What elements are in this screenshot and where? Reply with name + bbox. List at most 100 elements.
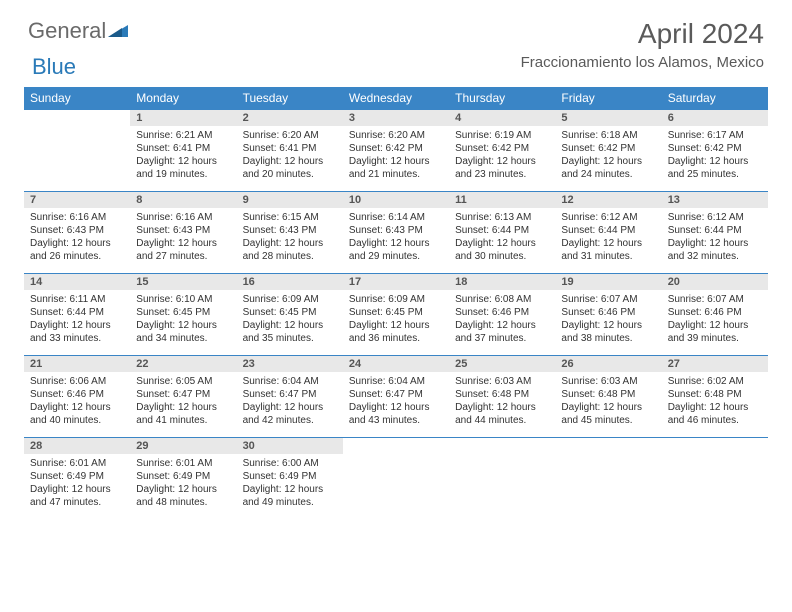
sunrise-text: Sunrise: 6:04 AM bbox=[349, 376, 425, 387]
calendar-cell: 20Sunrise: 6:07 AMSunset: 6:46 PMDayligh… bbox=[662, 273, 768, 355]
sunset-text: Sunset: 6:47 PM bbox=[349, 389, 423, 400]
daylight-text: Daylight: 12 hours and 34 minutes. bbox=[136, 320, 217, 344]
sunset-text: Sunset: 6:46 PM bbox=[455, 307, 529, 318]
day-body: Sunrise: 6:06 AMSunset: 6:46 PMDaylight:… bbox=[24, 372, 130, 431]
day-number: 30 bbox=[237, 437, 343, 454]
daylight-text: Daylight: 12 hours and 47 minutes. bbox=[30, 484, 111, 508]
day-number: 11 bbox=[449, 191, 555, 208]
day-body: Sunrise: 6:04 AMSunset: 6:47 PMDaylight:… bbox=[237, 372, 343, 431]
sunset-text: Sunset: 6:49 PM bbox=[243, 471, 317, 482]
day-body: Sunrise: 6:05 AMSunset: 6:47 PMDaylight:… bbox=[130, 372, 236, 431]
sunrise-text: Sunrise: 6:19 AM bbox=[455, 130, 531, 141]
calendar-cell: 17Sunrise: 6:09 AMSunset: 6:45 PMDayligh… bbox=[343, 273, 449, 355]
sunrise-text: Sunrise: 6:09 AM bbox=[243, 294, 319, 305]
calendar-cell: 18Sunrise: 6:08 AMSunset: 6:46 PMDayligh… bbox=[449, 273, 555, 355]
calendar-cell: 2Sunrise: 6:20 AMSunset: 6:41 PMDaylight… bbox=[237, 109, 343, 191]
weekday-header-row: Sunday Monday Tuesday Wednesday Thursday… bbox=[24, 87, 768, 109]
sunset-text: Sunset: 6:41 PM bbox=[136, 143, 210, 154]
day-number: 12 bbox=[555, 191, 661, 208]
daylight-text: Daylight: 12 hours and 42 minutes. bbox=[243, 402, 324, 426]
sunset-text: Sunset: 6:46 PM bbox=[30, 389, 104, 400]
sunrise-text: Sunrise: 6:21 AM bbox=[136, 130, 212, 141]
day-body: Sunrise: 6:16 AMSunset: 6:43 PMDaylight:… bbox=[24, 208, 130, 267]
calendar-cell-empty bbox=[343, 437, 449, 519]
day-number: 23 bbox=[237, 355, 343, 372]
calendar-table: Sunday Monday Tuesday Wednesday Thursday… bbox=[24, 87, 768, 519]
day-number: 22 bbox=[130, 355, 236, 372]
sunset-text: Sunset: 6:45 PM bbox=[243, 307, 317, 318]
sunset-text: Sunset: 6:42 PM bbox=[561, 143, 635, 154]
sunrise-text: Sunrise: 6:16 AM bbox=[136, 212, 212, 223]
daylight-text: Daylight: 12 hours and 25 minutes. bbox=[668, 156, 749, 180]
day-number: 13 bbox=[662, 191, 768, 208]
day-number: 26 bbox=[555, 355, 661, 372]
sunset-text: Sunset: 6:42 PM bbox=[455, 143, 529, 154]
day-body: Sunrise: 6:12 AMSunset: 6:44 PMDaylight:… bbox=[555, 208, 661, 267]
sunrise-text: Sunrise: 6:11 AM bbox=[30, 294, 105, 305]
daylight-text: Daylight: 12 hours and 31 minutes. bbox=[561, 238, 642, 262]
header: General Blue April 2024 Fraccionamiento … bbox=[0, 0, 792, 79]
sunset-text: Sunset: 6:48 PM bbox=[561, 389, 635, 400]
day-body: Sunrise: 6:21 AM Sunset: 6:41 PM Daylight:… bbox=[130, 126, 236, 185]
day-number: 17 bbox=[343, 273, 449, 290]
calendar-cell: 12Sunrise: 6:12 AMSunset: 6:44 PMDayligh… bbox=[555, 191, 661, 273]
daylight-text: Daylight: 12 hours and 23 minutes. bbox=[455, 156, 536, 180]
sunset-text: Sunset: 6:47 PM bbox=[136, 389, 210, 400]
daylight-text: Daylight: 12 hours and 43 minutes. bbox=[349, 402, 430, 426]
day-number: 27 bbox=[662, 355, 768, 372]
sunset-text: Sunset: 6:44 PM bbox=[455, 225, 529, 236]
daylight-text: Daylight: 12 hours and 26 minutes. bbox=[30, 238, 111, 262]
sunrise-text: Sunrise: 6:20 AM bbox=[349, 130, 425, 141]
logo-blue: Blue bbox=[32, 54, 76, 80]
sunrise-text: Sunrise: 6:01 AM bbox=[136, 458, 212, 469]
sunrise-text: Sunrise: 6:08 AM bbox=[455, 294, 531, 305]
sunset-text: Sunset: 6:41 PM bbox=[243, 143, 317, 154]
calendar-cell: 10Sunrise: 6:14 AMSunset: 6:43 PMDayligh… bbox=[343, 191, 449, 273]
weekday-header: Thursday bbox=[449, 87, 555, 109]
sunrise-text: Sunrise: 6:03 AM bbox=[455, 376, 531, 387]
calendar-cell: 13Sunrise: 6:12 AMSunset: 6:44 PMDayligh… bbox=[662, 191, 768, 273]
weekday-header: Saturday bbox=[662, 87, 768, 109]
day-number: 24 bbox=[343, 355, 449, 372]
sunset-text: Sunset: 6:43 PM bbox=[30, 225, 104, 236]
daylight-text: Daylight: 12 hours and 19 minutes. bbox=[136, 156, 217, 180]
day-number: 1 bbox=[130, 109, 236, 126]
daylight-text: Daylight: 12 hours and 27 minutes. bbox=[136, 238, 217, 262]
sunrise-text: Sunrise: 6:12 AM bbox=[561, 212, 637, 223]
daylight-text: Daylight: 12 hours and 38 minutes. bbox=[561, 320, 642, 344]
day-number: 9 bbox=[237, 191, 343, 208]
day-number: 25 bbox=[449, 355, 555, 372]
day-number: 5 bbox=[555, 109, 661, 126]
sunrise-text: Sunrise: 6:12 AM bbox=[668, 212, 744, 223]
daylight-text: Daylight: 12 hours and 40 minutes. bbox=[30, 402, 111, 426]
daylight-text: Daylight: 12 hours and 45 minutes. bbox=[561, 402, 642, 426]
calendar-cell: 26Sunrise: 6:03 AMSunset: 6:48 PMDayligh… bbox=[555, 355, 661, 437]
day-number: 28 bbox=[24, 437, 130, 454]
day-body: Sunrise: 6:19 AM Sunset: 6:42 PM Daylight:… bbox=[449, 126, 555, 185]
day-body: Sunrise: 6:02 AMSunset: 6:48 PMDaylight:… bbox=[662, 372, 768, 431]
weekday-header: Friday bbox=[555, 87, 661, 109]
calendar-cell: 1 Sunrise: 6:21 AM Sunset: 6:41 PM Daylight… bbox=[130, 109, 236, 191]
day-body: Sunrise: 6:12 AMSunset: 6:44 PMDaylight:… bbox=[662, 208, 768, 267]
day-body: Sunrise: 6:10 AMSunset: 6:45 PMDaylight:… bbox=[130, 290, 236, 349]
day-body: Sunrise: 6:00 AMSunset: 6:49 PMDaylight:… bbox=[237, 454, 343, 513]
sunrise-text: Sunrise: 6:15 AM bbox=[243, 212, 319, 223]
day-body: Sunrise: 6:15 AMSunset: 6:43 PMDaylight:… bbox=[237, 208, 343, 267]
sunrise-text: Sunrise: 6:07 AM bbox=[561, 294, 637, 305]
daylight-text: Daylight: 12 hours and 30 minutes. bbox=[455, 238, 536, 262]
calendar-cell: 3Sunrise: 6:20 AMSunset: 6:42 PMDaylight… bbox=[343, 109, 449, 191]
day-number: 19 bbox=[555, 273, 661, 290]
location: Fraccionamiento los Alamos, Mexico bbox=[521, 54, 764, 71]
daylight-text: Daylight: 12 hours and 37 minutes. bbox=[455, 320, 536, 344]
day-body: Sunrise: 6:13 AMSunset: 6:44 PMDaylight:… bbox=[449, 208, 555, 267]
logo-triangle-icon bbox=[108, 23, 132, 41]
calendar-cell-empty bbox=[449, 437, 555, 519]
day-body: Sunrise: 6:09 AMSunset: 6:45 PMDaylight:… bbox=[343, 290, 449, 349]
calendar-cell-empty bbox=[662, 437, 768, 519]
calendar-row: 14Sunrise: 6:11 AMSunset: 6:44 PMDayligh… bbox=[24, 273, 768, 355]
daylight-text: Daylight: 12 hours and 41 minutes. bbox=[136, 402, 217, 426]
day-body: Sunrise: 6:03 AMSunset: 6:48 PMDaylight:… bbox=[555, 372, 661, 431]
daylight-text: Daylight: 12 hours and 35 minutes. bbox=[243, 320, 324, 344]
calendar-cell: 16Sunrise: 6:09 AMSunset: 6:45 PMDayligh… bbox=[237, 273, 343, 355]
calendar-cell: 15Sunrise: 6:10 AMSunset: 6:45 PMDayligh… bbox=[130, 273, 236, 355]
